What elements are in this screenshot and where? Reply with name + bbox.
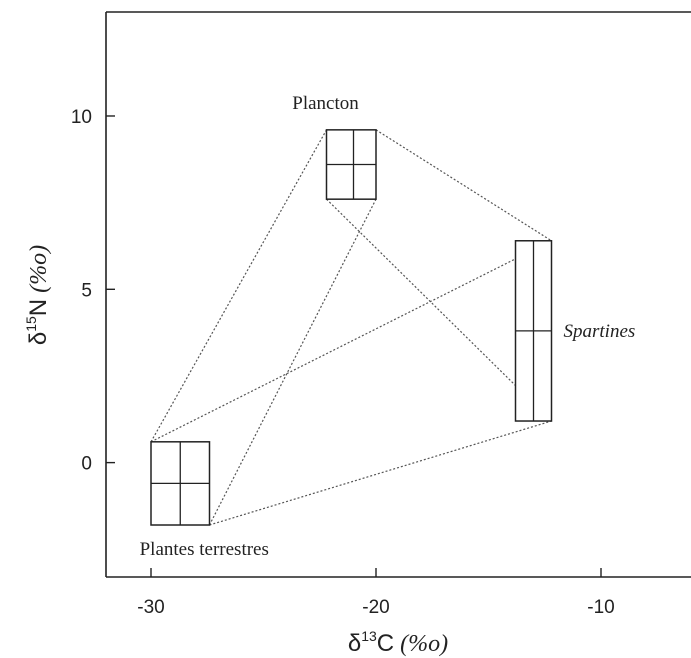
mixing-line [150, 129, 328, 443]
source-box-plancton [325, 129, 377, 200]
source-box-plantes-terrestres [150, 441, 211, 526]
mixing-line [208, 198, 377, 526]
mixing-lines [150, 129, 552, 526]
y-tick-label: 10 [71, 107, 92, 128]
mixing-line [375, 129, 552, 242]
y-tick-label: 5 [81, 280, 92, 301]
y-tick-label: 0 [81, 454, 92, 475]
mixing-line [150, 240, 552, 443]
mixing-line [326, 198, 552, 422]
x-tick-label: -10 [587, 597, 614, 618]
x-axis-label: δ13C (%o) [348, 628, 448, 657]
group-label: Plancton [292, 93, 359, 114]
x-tick-label: -30 [137, 597, 164, 618]
group-labels: Plancton Spartines Plantes terrestres [140, 93, 636, 560]
group-label: Spartines [564, 321, 636, 342]
y-axis-label: δ15N(%o) [23, 245, 52, 345]
mixing-line [209, 420, 552, 526]
group-label: Plantes terrestres [140, 539, 269, 560]
source-boxes [150, 129, 553, 526]
plot-frame [105, 11, 691, 578]
source-box-spartines [514, 240, 553, 422]
x-tick-label: -20 [362, 597, 389, 618]
axis-ticks: -30 -20 -10 0 5 10 [71, 107, 615, 618]
